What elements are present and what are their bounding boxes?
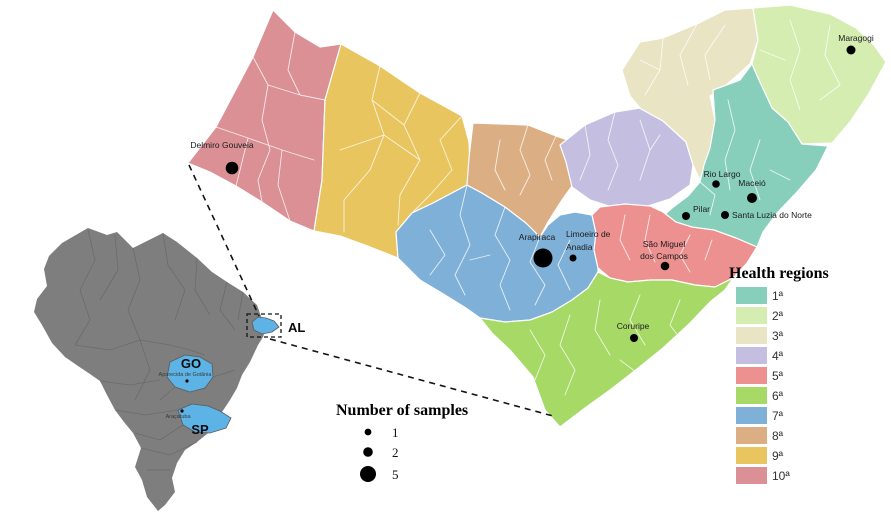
legend-label-5a: 5ª [772, 369, 784, 383]
legend-swatch-3a [736, 327, 767, 344]
sample-dots: Delmiro Gouveia Arapiraca Limoeiro de An… [190, 33, 874, 342]
leader-line-upper [188, 164, 260, 317]
samples-legend-title: Number of samples [336, 402, 468, 419]
legend-swatch-2a [736, 307, 767, 324]
samples-legend-dot-2 [363, 447, 373, 457]
city-label-delmiro-gouveia: Delmiro Gouveia [190, 140, 254, 150]
city-label-pilar: Pilar [693, 204, 710, 214]
legend-swatch-7a [736, 407, 767, 424]
region-4a-borders [579, 111, 661, 191]
state-al-shape [251, 316, 280, 335]
legend-swatch-6a [736, 387, 767, 404]
city-label-coruripe: Coruripe [617, 321, 650, 331]
legend-swatch-9a [736, 447, 767, 464]
region-2a-borders [759, 19, 841, 111]
brazil-inset-map: GO SP AL Aparecida de Goiânia Araçatuba [34, 228, 305, 511]
city-label-arapiraca: Arapiraca [519, 232, 556, 242]
region-7a-polygon [395, 184, 599, 323]
city-label-rio-largo: Rio Largo [704, 169, 741, 179]
city-label-sao-miguel-line1: São Miguel [643, 239, 686, 249]
samples-legend-dot-5 [360, 466, 376, 482]
city-dot-sao-miguel [660, 261, 670, 271]
city-label-santa-luzia: Santa Luzia do Norte [732, 210, 812, 220]
legend-swatch-1a [736, 287, 767, 304]
state-label-al: AL [288, 320, 305, 335]
health-regions-legend: Health regions 1ª 2ª 3ª 4ª 5ª 6ª 7ª 8ª 9… [729, 265, 829, 484]
city-dot-coruripe [630, 334, 638, 342]
state-label-sp: SP [191, 422, 209, 437]
region-5a-borders [619, 214, 713, 273]
city-dot-maragogi [846, 45, 856, 55]
legend-label-3a: 3ª [772, 329, 784, 343]
samples-legend-label-5: 5 [392, 467, 399, 482]
region-7a-borders [429, 184, 571, 311]
city-label-limoeiro-line1: Limoeiro de [566, 229, 611, 239]
health-regions-legend-title: Health regions [729, 265, 829, 282]
city-dot-maceio [747, 193, 757, 203]
city-dot-limoeiro [569, 254, 577, 262]
state-label-go: GO [181, 356, 201, 371]
legend-label-2a: 2ª [772, 309, 784, 323]
region-3a-borders [639, 23, 726, 96]
region-10a-polygon [187, 9, 342, 232]
legend-swatch-5a [736, 367, 767, 384]
alagoas-map [187, 4, 887, 428]
city-dot-arapiraca [533, 248, 553, 268]
samples-legend-label-2: 2 [392, 445, 399, 460]
state-sp-shape [177, 403, 232, 434]
city-dot-santa-luzia [721, 211, 729, 219]
city-dot-delmiro-gouveia [225, 161, 239, 175]
legend-label-9a: 9ª [772, 449, 784, 463]
al-highlight-box [246, 313, 282, 338]
samples-legend-label-1: 1 [392, 425, 399, 440]
region-5a-polygon [591, 203, 758, 288]
legend-swatch-4a [736, 347, 767, 364]
brazil-state-borders [74, 229, 244, 471]
region-4a-polygon [559, 107, 694, 209]
legend-label-10a: 10ª [772, 469, 790, 483]
samples-legend-dot-1 [364, 428, 372, 436]
legend-swatch-10a [736, 467, 767, 484]
inset-city-label-aparecida: Aparecida de Goiânia [159, 372, 213, 378]
city-label-limoeiro-line2: Anadia [566, 242, 593, 252]
legend-label-1a: 1ª [772, 289, 784, 303]
legend-swatch-8a [736, 427, 767, 444]
legend-label-8a: 8ª [772, 429, 784, 443]
legend-label-4a: 4ª [772, 349, 784, 363]
region-8a-borders [494, 124, 557, 196]
city-dot-pilar [682, 212, 690, 220]
inset-city-dot-aparecida [185, 379, 189, 383]
city-label-maragogi: Maragogi [838, 33, 874, 43]
region-1a-borders [699, 99, 791, 216]
city-label-maceio: Maceió [738, 178, 766, 188]
legend-label-7a: 7ª [772, 409, 784, 423]
brazil-outline [34, 228, 267, 511]
state-go-shape [166, 354, 214, 393]
region-10a-borders [215, 31, 326, 222]
leader-line-lower [269, 338, 554, 417]
legend-label-6a: 6ª [772, 389, 784, 403]
city-dot-rio-largo [712, 180, 720, 188]
inset-city-dot-aracatuba [180, 409, 184, 413]
region-6a-borders [529, 294, 686, 396]
city-label-sao-miguel-line2: dos Campos [640, 251, 688, 261]
region-9a-borders [339, 65, 463, 233]
inset-city-label-aracatuba: Araçatuba [165, 414, 191, 420]
samples-legend: Number of samples 1 2 5 [336, 402, 468, 482]
